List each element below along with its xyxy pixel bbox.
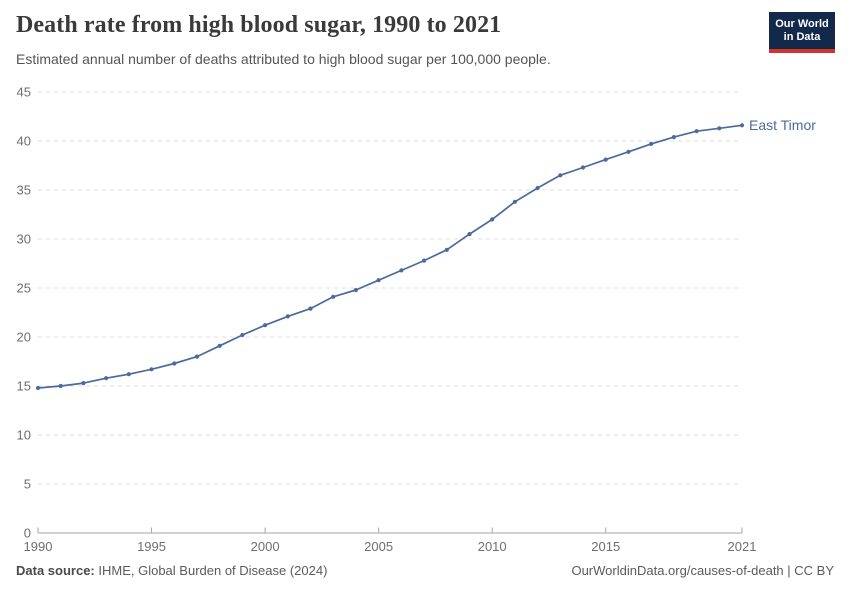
data-point[interactable] (535, 185, 540, 191)
data-point[interactable] (444, 247, 449, 252)
data-point[interactable] (717, 126, 722, 131)
data-point[interactable] (671, 135, 677, 140)
data-point[interactable] (331, 294, 336, 299)
x-tick-label: 1990 (24, 539, 53, 554)
data-point[interactable] (58, 383, 63, 389)
y-tick-label: 15 (17, 379, 31, 394)
data-point[interactable] (35, 385, 41, 391)
y-tick-label: 5 (24, 477, 31, 492)
y-tick-label: 40 (17, 134, 31, 149)
trend-line[interactable] (37, 124, 743, 389)
data-point[interactable] (217, 343, 222, 348)
x-tick-label: 1995 (137, 539, 166, 554)
data-point[interactable] (126, 372, 131, 377)
owid-logo: Our World in Data (769, 12, 835, 53)
data-point[interactable] (512, 199, 518, 204)
data-point[interactable] (353, 287, 358, 293)
y-tick-label: 45 (17, 85, 31, 100)
data-point[interactable] (467, 232, 472, 237)
data-point[interactable] (739, 123, 745, 128)
y-tick-label: 10 (17, 428, 31, 443)
data-source-value: IHME, Global Burden of Disease (2024) (98, 563, 328, 578)
chart-subtitle: Estimated annual number of deaths attrib… (16, 51, 551, 67)
data-point[interactable] (399, 268, 404, 273)
y-tick-label: 35 (17, 183, 31, 198)
data-point[interactable] (694, 129, 699, 134)
data-point[interactable] (422, 258, 427, 263)
data-point[interactable] (240, 332, 245, 338)
data-point[interactable] (172, 361, 177, 366)
x-tick-label: 2000 (251, 539, 280, 554)
data-point[interactable] (308, 306, 313, 311)
y-tick-label: 25 (17, 281, 31, 296)
data-point[interactable] (376, 278, 381, 283)
data-point[interactable] (285, 314, 290, 319)
y-tick-label: 20 (17, 330, 31, 345)
data-point[interactable] (626, 149, 631, 154)
data-point[interactable] (149, 367, 154, 372)
owid-logo-line1: Our World (775, 18, 829, 30)
owid-logo-line2: in Data (783, 31, 821, 43)
data-point[interactable] (603, 157, 608, 162)
x-tick-label: 2010 (478, 539, 507, 554)
data-source-note: Data source: IHME, Global Burden of Dise… (16, 563, 327, 578)
x-tick-label: 2021 (728, 539, 757, 554)
series-end-label[interactable]: East Timor (749, 117, 816, 133)
data-source-label: Data source: (16, 563, 95, 578)
data-point[interactable] (558, 173, 563, 178)
data-point[interactable] (263, 323, 268, 328)
x-tick-label: 2015 (591, 539, 620, 554)
y-tick-label: 30 (17, 232, 31, 247)
data-point[interactable] (490, 217, 495, 222)
x-tick-label: 2005 (364, 539, 393, 554)
data-point[interactable] (81, 381, 86, 386)
credit-link[interactable]: OurWorldinData.org/causes-of-death | CC … (571, 563, 834, 578)
data-point[interactable] (649, 141, 654, 146)
data-point[interactable] (194, 354, 200, 359)
data-point[interactable] (104, 376, 109, 381)
page-title: Death rate from high blood sugar, 1990 t… (16, 12, 502, 38)
y-tick-label: 0 (24, 526, 31, 541)
data-point[interactable] (580, 165, 586, 170)
